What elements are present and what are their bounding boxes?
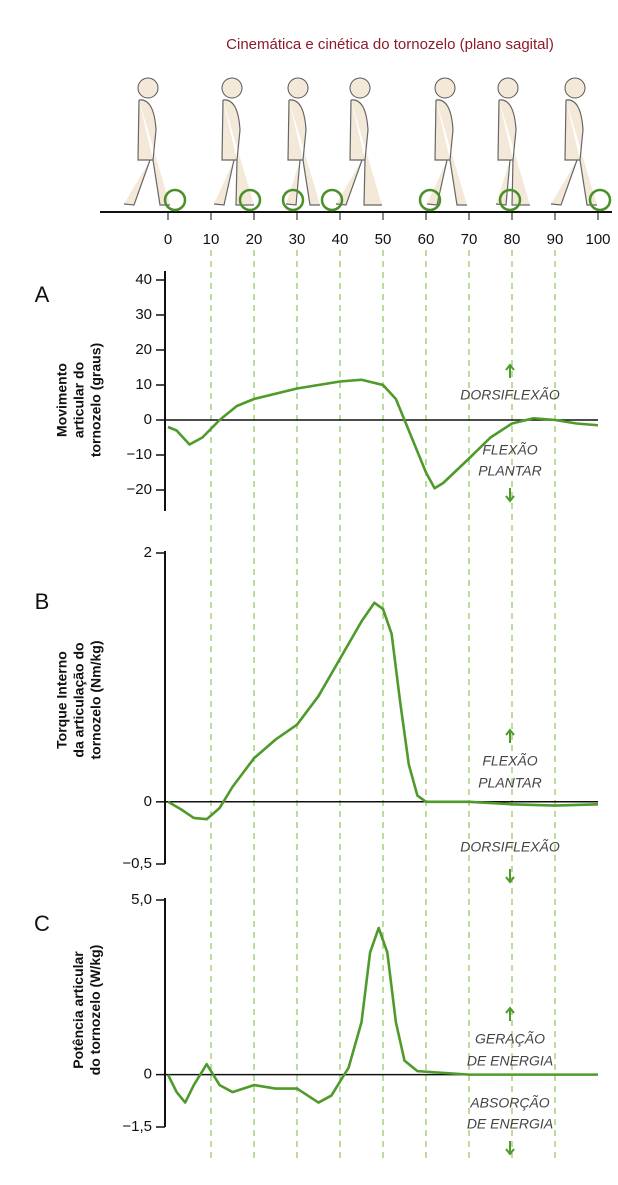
body	[213, 99, 254, 206]
foot-highlight	[320, 188, 344, 212]
annotation: PLANTAR	[478, 463, 542, 479]
annotation: GERAÇÃO	[475, 1031, 545, 1047]
x-tick-label: 50	[375, 231, 392, 248]
x-tick-label: 70	[461, 231, 478, 248]
y-tick-label: 20	[135, 341, 152, 358]
y-axis-label: articular do	[71, 362, 87, 438]
y-axis-label: da articulação do	[71, 642, 87, 757]
body	[495, 99, 530, 206]
foot-highlight	[238, 188, 262, 212]
panel-label: C	[34, 911, 50, 936]
arrow	[505, 363, 515, 378]
x-tick-label: 30	[289, 231, 306, 248]
annotation: DE ENERGIA	[467, 1053, 553, 1069]
y-axis-label: do tornozelo (W/kg)	[87, 945, 103, 1076]
y-axis-label: Potência articular	[70, 951, 86, 1069]
annotation: FLEXÃO	[482, 753, 537, 769]
arrow	[505, 488, 515, 503]
y-tick-label: −1,5	[122, 1118, 152, 1135]
panel-label: B	[35, 589, 50, 614]
body	[285, 99, 320, 206]
head	[349, 77, 371, 99]
head	[287, 77, 309, 99]
annotation: FLEXÃO	[482, 442, 537, 458]
x-tick-label: 90	[547, 231, 564, 248]
y-tick-label: 30	[135, 306, 152, 323]
data-line	[167, 601, 599, 821]
head	[434, 77, 456, 99]
data-line	[167, 378, 599, 490]
foot-highlight	[281, 188, 305, 212]
data-line	[166, 926, 598, 1104]
x-tick-label: 60	[418, 231, 435, 248]
y-tick-label: 0	[144, 1066, 152, 1083]
foot-highlight	[163, 188, 187, 212]
y-axis-label: Movimento	[54, 363, 70, 437]
y-tick-label: −0,5	[122, 855, 152, 872]
y-tick-label: 0	[144, 411, 152, 428]
foot-highlight	[498, 188, 522, 212]
y-tick-label: 2	[144, 544, 152, 561]
annotation: ABSORÇÃO	[469, 1095, 549, 1111]
body	[426, 99, 467, 206]
x-tick-label: 0	[164, 231, 172, 248]
head	[497, 77, 519, 99]
body	[123, 99, 170, 206]
annotation: DE ENERGIA	[467, 1116, 553, 1132]
arrow	[505, 728, 515, 743]
body	[335, 99, 382, 206]
y-tick-label: −10	[127, 446, 152, 463]
head	[564, 77, 586, 99]
y-tick-label: 10	[135, 376, 152, 393]
y-axis-label: Torque Interno	[54, 651, 70, 749]
head	[137, 77, 159, 99]
foot-highlight	[418, 188, 442, 212]
y-axis-label: tornozelo (graus)	[88, 343, 104, 457]
panel-label: A	[35, 282, 50, 307]
y-tick-label: 0	[144, 793, 152, 810]
y-tick-label: −20	[127, 481, 152, 498]
x-tick-label: 80	[504, 231, 521, 248]
x-tick-label: 40	[332, 231, 349, 248]
arrow	[505, 869, 515, 884]
arrow	[505, 1006, 515, 1021]
gait-figures	[123, 77, 612, 212]
y-tick-label: 40	[135, 271, 152, 288]
body	[550, 99, 597, 206]
annotation: DORSIFLEXÃO	[460, 839, 560, 855]
arrow	[505, 1141, 515, 1156]
head	[221, 77, 243, 99]
x-tick-label: 20	[246, 231, 263, 248]
y-axis-label: tornozelo (Nm/kg)	[88, 641, 104, 760]
figure-title: Cinemática e cinética do tornozelo (plan…	[226, 36, 554, 53]
annotation: PLANTAR	[478, 775, 542, 791]
foot-highlight	[588, 188, 612, 212]
y-tick-label: 5,0	[131, 891, 152, 908]
x-tick-label: 100	[585, 231, 610, 248]
annotation: DORSIFLEXÃO	[460, 387, 560, 403]
x-tick-label: 10	[203, 231, 220, 248]
